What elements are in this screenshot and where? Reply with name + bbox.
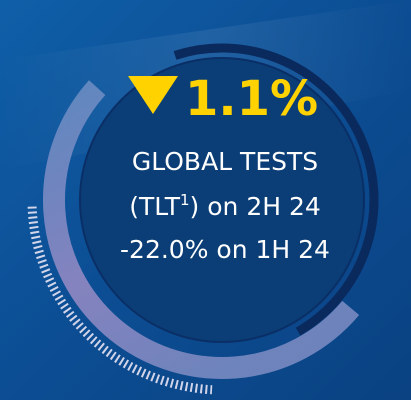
label: GLOBAL TESTS [132,147,318,176]
comparison: -22.0% on 1H 24 [120,235,330,264]
subtitle-text: (TLT [129,192,181,221]
circle-outline [79,57,365,343]
inner-circle [80,58,364,342]
light-arc [43,80,360,379]
decorative-arcs [27,43,379,395]
subtitle-suffix: ) on 2H 24 [190,192,321,221]
down-arrow [128,76,178,114]
superscript: 1 [180,191,190,209]
subtitle: (TLT1) on 2H 24 [129,191,321,221]
dashed-arc [27,206,213,395]
navy-arc [173,43,379,336]
headline: 1.1% [185,71,318,127]
